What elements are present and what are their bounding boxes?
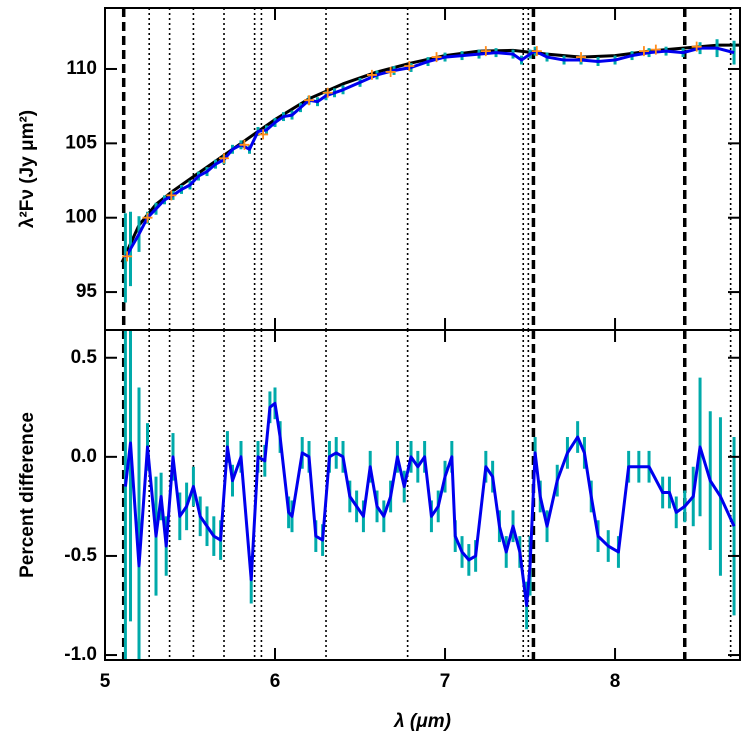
x-tick-label: 8 (610, 671, 621, 692)
marker (304, 95, 315, 106)
x-tick-label: 7 (440, 671, 451, 692)
data-line (120, 43, 740, 263)
data-line (123, 401, 736, 607)
marker (239, 139, 250, 150)
y-axis-label: λ²Fν (Jy μm²) (17, 110, 38, 228)
marker (219, 153, 230, 164)
y-tick-label: 100 (65, 207, 97, 228)
marker (431, 52, 442, 63)
marker (366, 69, 377, 80)
x-tick-label: 5 (100, 671, 111, 692)
plot-frame (104, 7, 741, 331)
marker (122, 251, 133, 262)
marker (385, 66, 396, 77)
marker (480, 46, 491, 57)
y-tick-label: 110 (66, 58, 97, 79)
y-tick-label: -1.0 (64, 644, 97, 665)
marker (650, 44, 661, 55)
marker (166, 190, 177, 201)
marker (531, 46, 542, 57)
marker (322, 87, 333, 98)
y-axis-label: Percent difference (17, 412, 38, 578)
data-line (124, 46, 735, 259)
x-tick-label: 6 (270, 671, 281, 692)
marker (258, 129, 269, 140)
marker (142, 212, 153, 223)
marker (404, 61, 415, 72)
y-tick-label: 105 (65, 132, 97, 153)
marker (638, 46, 649, 57)
y-tick-label: 0.5 (71, 347, 98, 368)
marker (576, 52, 587, 63)
x-axis-label: λ (μm) (393, 711, 451, 732)
marker (691, 41, 702, 52)
y-tick-label: -0.5 (64, 545, 97, 566)
plot-frame (104, 329, 741, 661)
y-tick-label: 0.0 (71, 446, 97, 467)
y-tick-label: 95 (76, 281, 98, 302)
